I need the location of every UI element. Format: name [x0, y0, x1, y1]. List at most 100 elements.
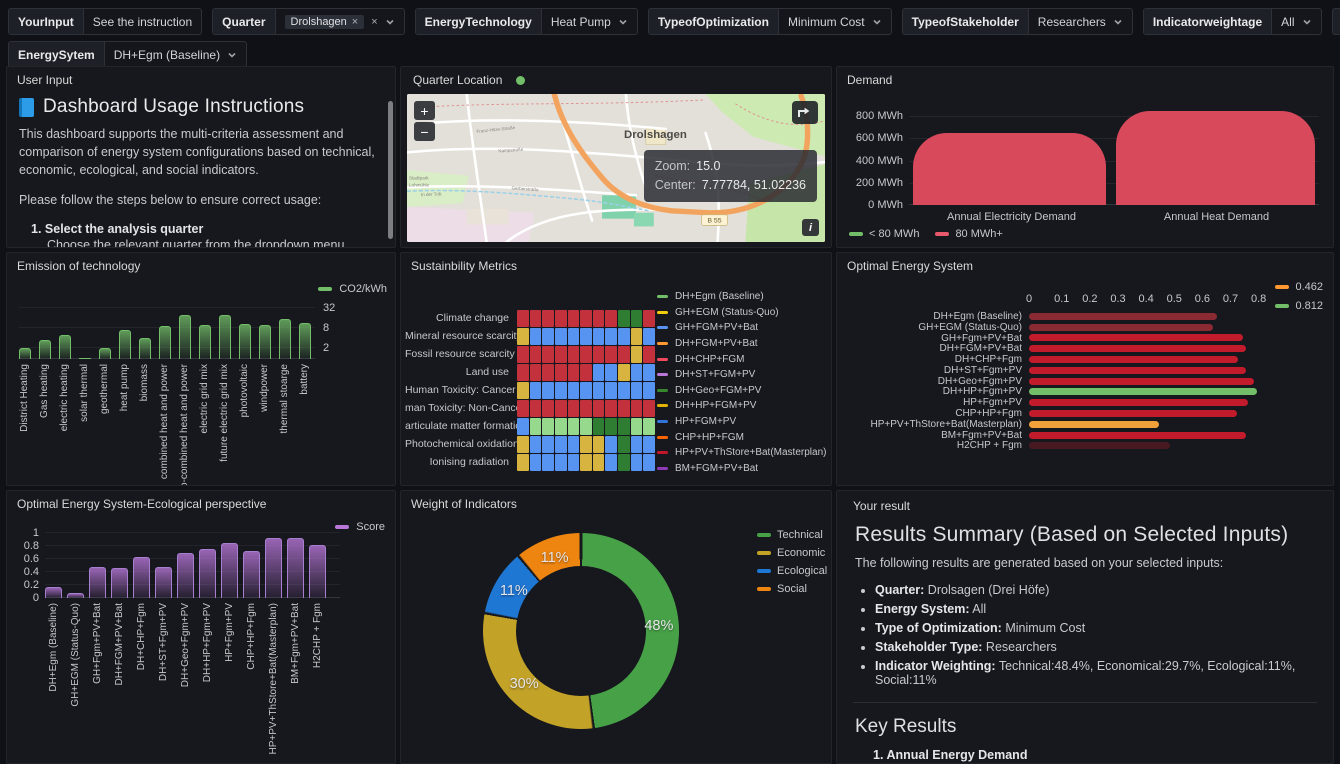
legend-item[interactable]: GH+EGM (Status-Quo): [657, 305, 829, 321]
ecological-column: DH+Egm (Baseline): [45, 533, 62, 692]
ecological-column: DH+HP+Fgm+PV: [199, 533, 216, 682]
score-bar: [67, 593, 84, 598]
heatmap-cell: [605, 345, 618, 363]
legend-item[interactable]: HP+FGM+PV: [657, 414, 829, 430]
row-label: BM+Fgm+PV+Bat: [941, 429, 1022, 441]
result-bullet: Type of Optimization: Minimum Cost: [875, 621, 1317, 635]
map-zoom-out-button[interactable]: −: [414, 122, 435, 141]
panel-title[interactable]: Demand: [847, 73, 893, 87]
value-bar: [1029, 377, 1254, 385]
map-info-button[interactable]: i: [802, 219, 819, 236]
gridline: [19, 307, 315, 308]
legend-item[interactable]: Social: [757, 583, 827, 595]
legend-swatch: [657, 404, 668, 408]
bar-row: DH+HP+Fgm+PV: [845, 386, 1333, 397]
filter-value-dropdown[interactable]: DH+Egm (Baseline): [105, 42, 246, 67]
legend-item[interactable]: DH+FGM+PV+Bat: [657, 336, 829, 352]
results-intro: The following results are generated base…: [855, 556, 1224, 570]
row-label: HP+Fgm+PV: [963, 397, 1022, 409]
street-label: Lohmühle: [409, 183, 430, 188]
panel-title[interactable]: Weight of Indicators: [411, 497, 517, 511]
status-dot: [516, 75, 526, 85]
ecological-column: DH+ST+Fgm+PV: [155, 533, 172, 681]
x-tick-label: 0.7: [1222, 293, 1239, 305]
legend-item[interactable]: DH+CHP+FGM: [657, 351, 829, 367]
filter-value-dropdown[interactable]: See the instruction: [92, 14, 193, 29]
panel-sustainability-metrics: Sustainbility Metrics Climate change Mine…: [400, 252, 832, 486]
legend-item[interactable]: Economic: [757, 547, 827, 559]
filter-typeofoptimization: TypeofOptimization Minimum Cost: [647, 8, 892, 35]
heatmap-cell: [542, 435, 554, 453]
panel-title[interactable]: Sustainbility Metrics: [411, 259, 518, 273]
legend-item[interactable]: 80 MWh+: [935, 228, 1003, 240]
instructions-follow: Please follow the steps below to ensure …: [19, 193, 322, 208]
filter-value-dropdown[interactable]: Minimum Cost: [779, 9, 891, 34]
panel-demand: Demand 800 MWh 600 MWh 400 MWh 200 MWh 0 MWh…: [836, 66, 1334, 248]
heatmap-cell: [630, 345, 643, 363]
heatmap-cell: [630, 309, 643, 327]
value-bar: [1029, 345, 1246, 353]
filter-quarter: Quarter Drolshagen × ×: [212, 8, 405, 35]
value-bar: [1029, 431, 1246, 439]
panel-title[interactable]: Optimal Energy System: [847, 259, 974, 273]
x-tick-label: 0.1: [1054, 293, 1070, 305]
x-category-label: CHP+HP+Fgm: [245, 603, 257, 670]
map-layers-button[interactable]: [792, 101, 818, 124]
emission-bar: [99, 348, 111, 359]
legend-item[interactable]: CHP+HP+FGM: [657, 429, 829, 445]
panel-title[interactable]: Emission of technology: [17, 259, 141, 273]
scrollbar-thumb[interactable]: [388, 101, 393, 239]
emission-bar: [279, 318, 291, 359]
score-bar: [199, 548, 216, 598]
tag-remove-icon[interactable]: ×: [351, 15, 359, 28]
filter-clear-icon[interactable]: ×: [371, 15, 378, 28]
legend-item[interactable]: GH+FGM+PV+Bat: [657, 320, 829, 336]
legend-item[interactable]: Technical: [757, 529, 827, 541]
row-label: DH+ST+Fgm+PV: [943, 364, 1022, 376]
x-category-label: photovoltaic: [239, 364, 250, 418]
legend-item[interactable]: < 80 MWh: [849, 228, 919, 240]
x-tick-label: 0.8: [1250, 293, 1267, 305]
map-zoom-in-button[interactable]: +: [414, 101, 435, 120]
book-icon: [19, 97, 34, 117]
emission-bar: [199, 324, 211, 359]
x-category-label: electric heating: [59, 364, 70, 432]
filter-value-dropdown[interactable]: Researchers: [1029, 9, 1132, 34]
emission-column: biomass: [139, 289, 151, 401]
panel-title[interactable]: User Input: [17, 73, 73, 87]
heatmap-cell: [542, 453, 554, 471]
legend-item[interactable]: DH+Geo+FGM+PV: [657, 383, 829, 399]
score-bar: [265, 538, 282, 598]
ecological-column: DH+FGM+PV+Bat: [111, 533, 128, 686]
panel-title[interactable]: Optimal Energy System-Ecological perspec…: [17, 497, 267, 511]
legend-item[interactable]: BM+FGM+PV+Bat: [657, 461, 829, 477]
ecological-legend[interactable]: Score: [335, 521, 385, 533]
x-tick-label: 0.3: [1110, 293, 1126, 305]
panel-title[interactable]: Your result: [853, 499, 910, 513]
x-tick-label: 0: [1026, 293, 1033, 305]
legend-item[interactable]: DH+Egm (Baseline): [657, 289, 829, 305]
time-back-button[interactable]: «: [1331, 8, 1340, 35]
filter-value-dropdown[interactable]: Heat Pump: [542, 9, 637, 34]
gridline: [909, 116, 1319, 118]
map-canvas[interactable]: Kampstraße Gerberstraße Franz-Hitze-Straße…: [407, 94, 825, 242]
panel-title[interactable]: Quarter Location: [407, 73, 825, 87]
legend-item[interactable]: 0.462: [1275, 281, 1323, 293]
filter-row-2: EnergySytem DH+Egm (Baseline): [8, 41, 248, 68]
heatmap-cell: [554, 417, 567, 435]
legend-item[interactable]: DH+ST+FGM+PV: [657, 367, 829, 383]
legend-item[interactable]: DH+HP+FGM+PV: [657, 398, 829, 414]
emission-legend[interactable]: CO2/kWh: [318, 283, 387, 295]
legend-item[interactable]: HP+PV+ThStore+Bat(Masterplan): [657, 445, 829, 461]
heatmap-cell: [554, 381, 567, 399]
legend-item[interactable]: Ecological: [757, 565, 827, 577]
x-category-label: DH+FGM+PV+Bat: [113, 603, 125, 686]
legend-item[interactable]: 0.812: [1275, 300, 1323, 312]
filter-selected-tag[interactable]: Drolshagen ×: [284, 14, 365, 29]
emission-plot: District Heating Gas heating electric heat…: [19, 289, 315, 485]
filter-value-dropdown[interactable]: Drolshagen × ×: [276, 9, 404, 34]
dashboard-topbar: YourInput See the instruction Quarter Drols…: [0, 0, 1340, 76]
filter-value-dropdown[interactable]: All: [1272, 9, 1320, 34]
heatmap-cell: [592, 345, 605, 363]
heatmap-row: Climate change: [405, 309, 656, 327]
